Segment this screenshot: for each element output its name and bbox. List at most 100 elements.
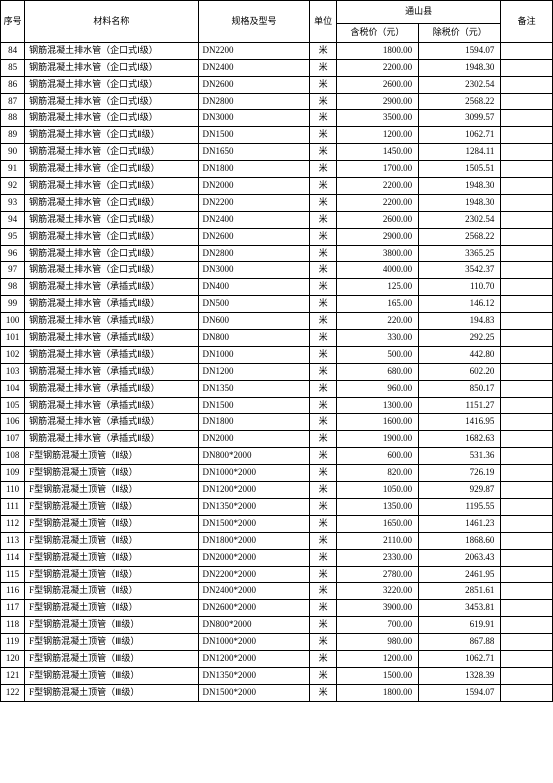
cell-price-tax: 960.00 (336, 380, 418, 397)
cell-index: 94 (1, 211, 25, 228)
cell-index: 102 (1, 346, 25, 363)
cell-spec: DN1800 (198, 161, 310, 178)
cell-index: 99 (1, 296, 25, 313)
cell-note (501, 211, 553, 228)
table-row: 102钢筋混凝土排水管（承插式Ⅱ级）DN1000米500.00442.80 (1, 346, 553, 363)
cell-price-tax: 1800.00 (336, 42, 418, 59)
cell-price-notax: 3542.37 (419, 262, 501, 279)
table-row: 87钢筋混凝土排水管（企口式Ⅰ级）DN2800米2900.002568.22 (1, 93, 553, 110)
cell-note (501, 600, 553, 617)
cell-unit: 米 (310, 397, 336, 414)
cell-index: 92 (1, 178, 25, 195)
cell-material-name: 钢筋混凝土排水管（企口式Ⅱ级） (25, 211, 198, 228)
cell-unit: 米 (310, 667, 336, 684)
table-row: 122F型钢筋混凝土顶管（Ⅲ级）DN1500*2000米1800.001594.… (1, 684, 553, 701)
cell-note (501, 110, 553, 127)
table-row: 92钢筋混凝土排水管（企口式Ⅱ级）DN2000米2200.001948.30 (1, 178, 553, 195)
cell-price-tax: 2600.00 (336, 211, 418, 228)
cell-index: 88 (1, 110, 25, 127)
cell-index: 105 (1, 397, 25, 414)
cell-price-tax: 1200.00 (336, 127, 418, 144)
cell-price-notax: 619.91 (419, 617, 501, 634)
cell-price-tax: 1050.00 (336, 482, 418, 499)
table-row: 107钢筋混凝土排水管（承插式Ⅱ级）DN2000米1900.001682.63 (1, 431, 553, 448)
cell-price-tax: 3900.00 (336, 600, 418, 617)
cell-spec: DN1350*2000 (198, 498, 310, 515)
cell-price-tax: 820.00 (336, 465, 418, 482)
header-county: 通山县 (336, 1, 501, 24)
cell-price-notax: 1948.30 (419, 59, 501, 76)
table-row: 104钢筋混凝土排水管（承插式Ⅱ级）DN1350米960.00850.17 (1, 380, 553, 397)
cell-unit: 米 (310, 465, 336, 482)
table-row: 120F型钢筋混凝土顶管（Ⅲ级）DN1200*2000米1200.001062.… (1, 650, 553, 667)
cell-price-tax: 2900.00 (336, 228, 418, 245)
cell-price-tax: 3800.00 (336, 245, 418, 262)
cell-material-name: 钢筋混凝土排水管（承插式Ⅱ级） (25, 279, 198, 296)
cell-unit: 米 (310, 515, 336, 532)
cell-note (501, 363, 553, 380)
table-row: 117F型钢筋混凝土顶管（Ⅱ级）DN2600*2000米3900.003453.… (1, 600, 553, 617)
cell-spec: DN800*2000 (198, 617, 310, 634)
cell-material-name: 钢筋混凝土排水管（承插式Ⅱ级） (25, 346, 198, 363)
cell-unit: 米 (310, 42, 336, 59)
table-row: 115F型钢筋混凝土顶管（Ⅱ级）DN2200*2000米2780.002461.… (1, 566, 553, 583)
cell-note (501, 42, 553, 59)
cell-price-tax: 1350.00 (336, 498, 418, 515)
cell-note (501, 532, 553, 549)
cell-material-name: 钢筋混凝土排水管（企口式Ⅰ级） (25, 42, 198, 59)
cell-material-name: 钢筋混凝土排水管（企口式Ⅱ级） (25, 127, 198, 144)
cell-material-name: 钢筋混凝土排水管（企口式Ⅰ级） (25, 110, 198, 127)
cell-price-tax: 1500.00 (336, 667, 418, 684)
cell-price-tax: 680.00 (336, 363, 418, 380)
cell-index: 103 (1, 363, 25, 380)
table-row: 116F型钢筋混凝土顶管（Ⅱ级）DN2400*2000米3220.002851.… (1, 583, 553, 600)
table-row: 113F型钢筋混凝土顶管（Ⅱ级）DN1800*2000米2110.001868.… (1, 532, 553, 549)
cell-index: 90 (1, 144, 25, 161)
cell-unit: 米 (310, 363, 336, 380)
cell-unit: 米 (310, 76, 336, 93)
cell-index: 107 (1, 431, 25, 448)
cell-spec: DN1200*2000 (198, 482, 310, 499)
cell-note (501, 245, 553, 262)
cell-index: 95 (1, 228, 25, 245)
cell-index: 120 (1, 650, 25, 667)
cell-note (501, 549, 553, 566)
cell-index: 108 (1, 448, 25, 465)
cell-price-tax: 1800.00 (336, 684, 418, 701)
cell-note (501, 465, 553, 482)
cell-note (501, 566, 553, 583)
cell-spec: DN3000 (198, 110, 310, 127)
cell-material-name: 钢筋混凝土排水管（企口式Ⅰ级） (25, 59, 198, 76)
cell-index: 84 (1, 42, 25, 59)
table-body: 84钢筋混凝土排水管（企口式Ⅰ级）DN2200米1800.001594.0785… (1, 42, 553, 701)
cell-price-tax: 2110.00 (336, 532, 418, 549)
cell-index: 87 (1, 93, 25, 110)
cell-unit: 米 (310, 498, 336, 515)
cell-unit: 米 (310, 448, 336, 465)
cell-price-notax: 1062.71 (419, 127, 501, 144)
cell-material-name: 钢筋混凝土排水管（承插式Ⅱ级） (25, 414, 198, 431)
cell-spec: DN1500*2000 (198, 684, 310, 701)
cell-price-tax: 500.00 (336, 346, 418, 363)
cell-index: 118 (1, 617, 25, 634)
cell-spec: DN1000*2000 (198, 465, 310, 482)
cell-price-notax: 1284.11 (419, 144, 501, 161)
cell-unit: 米 (310, 161, 336, 178)
cell-note (501, 178, 553, 195)
cell-index: 115 (1, 566, 25, 583)
cell-spec: DN2800 (198, 245, 310, 262)
cell-unit: 米 (310, 549, 336, 566)
cell-index: 100 (1, 313, 25, 330)
cell-price-tax: 2200.00 (336, 59, 418, 76)
table-row: 95钢筋混凝土排水管（企口式Ⅱ级）DN2600米2900.002568.22 (1, 228, 553, 245)
cell-price-tax: 3220.00 (336, 583, 418, 600)
cell-unit: 米 (310, 313, 336, 330)
cell-note (501, 127, 553, 144)
cell-spec: DN500 (198, 296, 310, 313)
table-row: 88钢筋混凝土排水管（企口式Ⅰ级）DN3000米3500.003099.57 (1, 110, 553, 127)
table-header: 序号 材料名称 规格及型号 单位 通山县 备注 含税价（元） 除税价（元） (1, 1, 553, 43)
cell-note (501, 583, 553, 600)
cell-price-tax: 1300.00 (336, 397, 418, 414)
table-row: 118F型钢筋混凝土顶管（Ⅲ级）DN800*2000米700.00619.91 (1, 617, 553, 634)
cell-note (501, 515, 553, 532)
